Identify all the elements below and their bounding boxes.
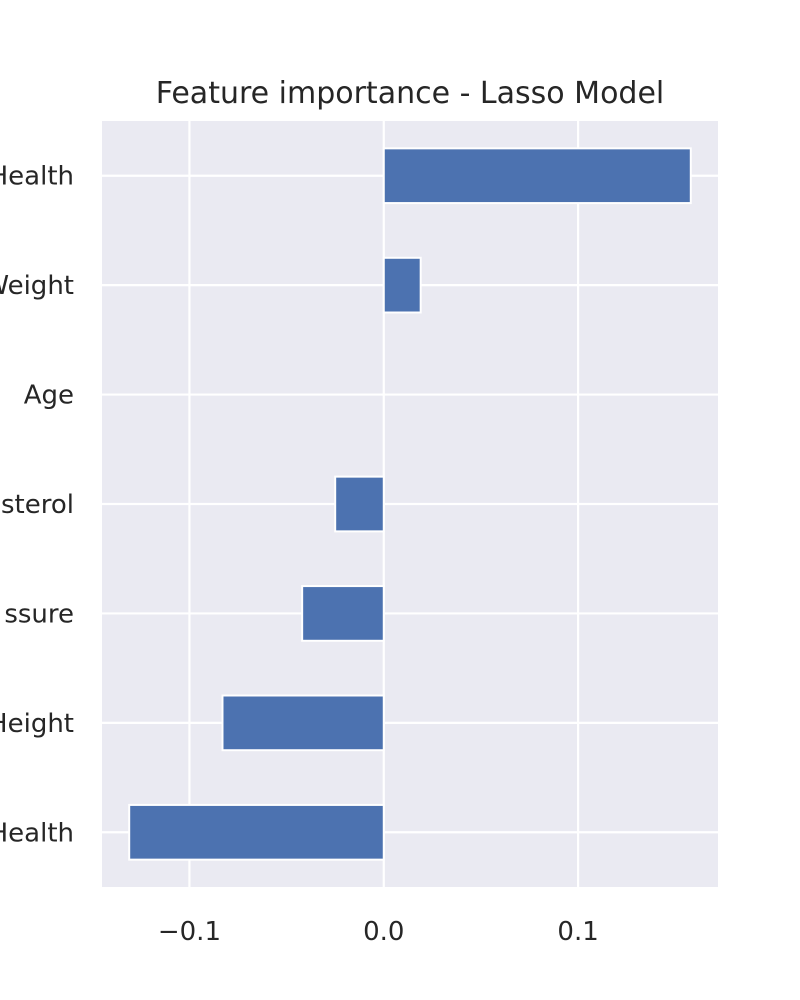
- bar: [128, 803, 385, 861]
- y-tick-label: Weight: [0, 271, 74, 301]
- bar: [382, 147, 692, 205]
- bar: [382, 256, 422, 314]
- x-tick-labels: −0.1 0.0 0.1: [158, 917, 599, 947]
- y-tick-label: Health: [0, 818, 74, 848]
- y-tick-labels: Health Weight Age sterol ssure Height Health: [0, 162, 74, 849]
- x-tick-label: 0.1: [557, 917, 598, 947]
- bars: [128, 147, 692, 861]
- chart-title: Feature importance - Lasso Model: [156, 76, 665, 111]
- y-tick-label: Height: [0, 709, 74, 739]
- x-tick-label: 0.0: [363, 917, 404, 947]
- bar: [221, 694, 385, 752]
- x-tick-label: −0.1: [158, 917, 221, 947]
- y-tick-label: ssure: [4, 599, 74, 629]
- bar: [334, 475, 385, 533]
- y-tick-label: Age: [24, 381, 74, 411]
- bar: [301, 585, 385, 642]
- y-tick-label: Health: [0, 162, 74, 192]
- y-tick-label: sterol: [1, 490, 74, 520]
